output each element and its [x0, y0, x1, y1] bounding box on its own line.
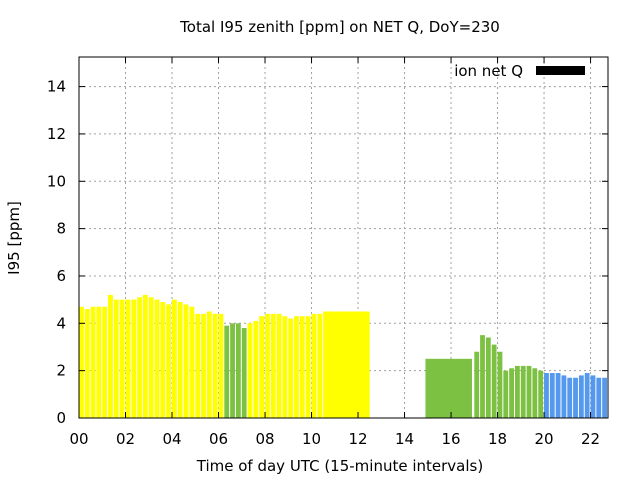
- legend-swatch: [536, 66, 585, 75]
- bar: [323, 311, 370, 418]
- bar: [131, 299, 137, 418]
- bar: [509, 368, 514, 418]
- bar: [265, 313, 270, 418]
- chart-title: Total I95 zenith [ppm] on NET Q, DoY=230: [179, 18, 500, 36]
- bar: [259, 316, 265, 418]
- bar: [480, 335, 485, 418]
- bar: [276, 313, 282, 418]
- bar: [485, 337, 491, 418]
- bar: [425, 358, 472, 418]
- bar: [503, 370, 509, 418]
- bar: [90, 306, 96, 418]
- y-tick-label: 10: [47, 172, 66, 190]
- bar: [108, 294, 113, 418]
- bar: [282, 316, 288, 418]
- bar: [166, 304, 172, 418]
- bar: [299, 316, 305, 418]
- y-tick-label: 4: [56, 314, 66, 332]
- bar: [555, 373, 561, 418]
- x-tick-label: 04: [162, 430, 181, 448]
- bar: [137, 297, 142, 418]
- bar: [561, 375, 567, 418]
- bar: [532, 368, 538, 418]
- bar: [253, 320, 259, 418]
- y-tick-label: 12: [47, 125, 66, 143]
- bar: [305, 316, 311, 418]
- bar: [491, 344, 497, 418]
- bar: [538, 370, 544, 418]
- bar: [154, 299, 160, 418]
- legend-label: ion net Q: [454, 62, 523, 80]
- bar: [102, 306, 108, 418]
- x-tick-label: 10: [302, 430, 321, 448]
- bar: [544, 373, 549, 418]
- x-axis-label: Time of day UTC (15-minute intervals): [196, 457, 483, 475]
- y-tick-label: 2: [56, 362, 66, 380]
- bar: [125, 299, 131, 418]
- y-axis-label: I95 [ppm]: [5, 201, 23, 275]
- bar: [201, 313, 206, 418]
- bar: [224, 325, 230, 418]
- bar: [317, 313, 323, 418]
- bar: [230, 323, 235, 418]
- bar: [148, 297, 154, 418]
- bar: [247, 323, 253, 418]
- bar: [172, 299, 177, 418]
- bar: [474, 351, 480, 418]
- x-tick-label: 12: [348, 430, 367, 448]
- bar: [84, 309, 90, 418]
- bar: [218, 313, 224, 418]
- bar: [177, 302, 183, 418]
- bar: [206, 311, 212, 418]
- bar: [602, 377, 607, 418]
- bar: [584, 373, 590, 418]
- bar: [235, 323, 241, 418]
- x-tick-label: 08: [255, 430, 274, 448]
- x-tick-label: 02: [116, 430, 135, 448]
- x-tick-label: 00: [69, 430, 88, 448]
- bar: [195, 313, 201, 418]
- bar: [189, 306, 195, 418]
- y-tick-label: 14: [47, 78, 66, 96]
- x-tick-label: 22: [581, 430, 600, 448]
- bar: [590, 375, 596, 418]
- bar: [497, 351, 503, 418]
- bar: [578, 375, 584, 418]
- bar: [270, 313, 276, 418]
- x-tick-label: 18: [488, 430, 507, 448]
- y-tick-label: 6: [56, 267, 66, 285]
- bar: [526, 365, 532, 418]
- bars: [79, 294, 607, 418]
- bar: [79, 306, 84, 418]
- y-tick-label: 0: [56, 409, 66, 427]
- x-tick-label: 14: [395, 430, 414, 448]
- plot-frame: [78, 56, 609, 419]
- legend: ion net Q: [454, 62, 585, 80]
- bar: [96, 306, 102, 418]
- x-tick-label: 06: [209, 430, 228, 448]
- bar: [183, 304, 189, 418]
- bar: [160, 302, 166, 418]
- x-tick-label: 20: [535, 430, 554, 448]
- bar: [567, 377, 573, 418]
- grid-lines: [79, 57, 608, 418]
- bar: [288, 318, 294, 418]
- bar: [549, 373, 555, 418]
- y-tick-label: 8: [56, 220, 66, 238]
- bar: [119, 299, 125, 418]
- bar: [294, 316, 299, 418]
- bar: [212, 313, 218, 418]
- x-tick-label: 16: [441, 430, 460, 448]
- bar: [241, 328, 247, 418]
- bar: [520, 365, 526, 418]
- bar: [514, 365, 520, 418]
- bar: [573, 377, 578, 418]
- bar: [596, 377, 602, 418]
- bar: [142, 294, 148, 418]
- bar: [311, 313, 317, 418]
- bar: [113, 299, 119, 418]
